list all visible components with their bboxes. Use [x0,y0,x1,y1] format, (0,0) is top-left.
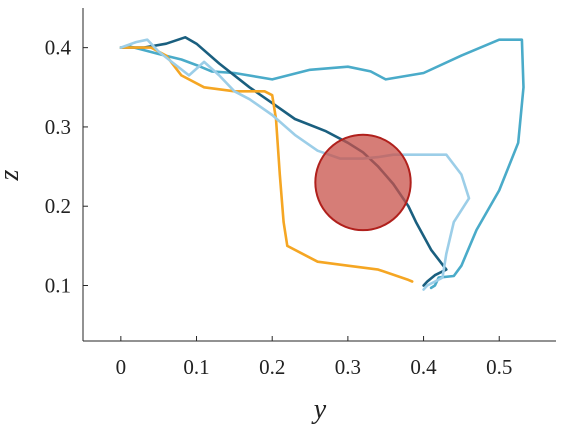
y-axis-title: z [0,169,25,181]
x-tick-label: 0 [116,355,127,379]
series-line-1 [119,38,525,290]
x-tick-label: 0.5 [486,355,512,379]
plot-ticks: 0 0.1 0.2 0.3 0.4 0.5 0.1 0.2 0.3 0.4 [45,36,513,379]
region-circle [314,133,412,232]
x-tick-label: 0.3 [335,355,361,379]
plot-circle [314,133,412,232]
y-tick-label: 0.3 [45,115,71,139]
y-tick-label: 0.2 [45,194,71,218]
x-axis-title: y [311,394,327,425]
y-tick-label: 0.1 [45,274,71,298]
x-tick-label: 0.1 [183,355,209,379]
x-tick-label: 0.4 [410,355,437,379]
x-tick-label: 0.2 [259,355,285,379]
y-tick-label: 0.4 [45,36,72,60]
series-line-4 [119,38,471,291]
